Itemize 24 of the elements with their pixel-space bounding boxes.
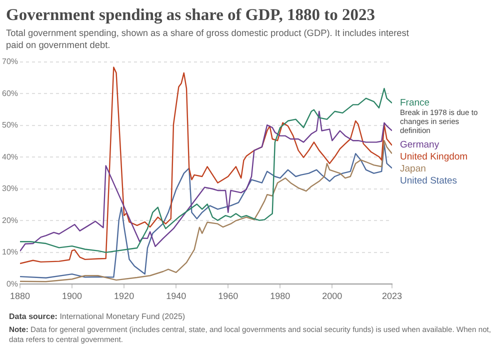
x-tick-label: 2023: [382, 291, 402, 302]
x-tick-label: 1960: [218, 291, 238, 302]
y-tick-label: 40%: [2, 152, 18, 162]
series-label: France: [400, 98, 430, 109]
x-tick-label: 1940: [166, 291, 186, 302]
y-tick-label: 70%: [2, 57, 18, 66]
x-tick-label: 1920: [114, 291, 134, 302]
x-tick-label: 1900: [62, 291, 82, 302]
y-tick-label: 60%: [2, 88, 18, 98]
y-tick-label: 50%: [2, 120, 18, 130]
x-tick-label: 1880: [10, 291, 30, 302]
series-label: United States: [400, 176, 458, 187]
chart-subtitle: Total government spending, shown as a share of gross domestic product (GDP). It includes interest paid on government debt.: [6, 27, 410, 51]
source-note: Data source: International Monetary Fund (2025): [9, 312, 186, 321]
y-tick-label: 30%: [2, 184, 18, 194]
y-tick-label: 10%: [2, 248, 18, 257]
series-label: Germany: [400, 140, 440, 151]
y-tick-label: 20%: [2, 216, 18, 225]
y-tick-label: 0%: [6, 279, 18, 288]
series-label: United Kingdom: [400, 152, 468, 163]
series-label: Japan: [400, 164, 426, 175]
chart-title: Government spending as share of GDP, 1880 to 2023: [6, 5, 376, 25]
x-tick-label: 2000: [322, 291, 342, 302]
x-tick-label: 1980: [270, 291, 290, 302]
